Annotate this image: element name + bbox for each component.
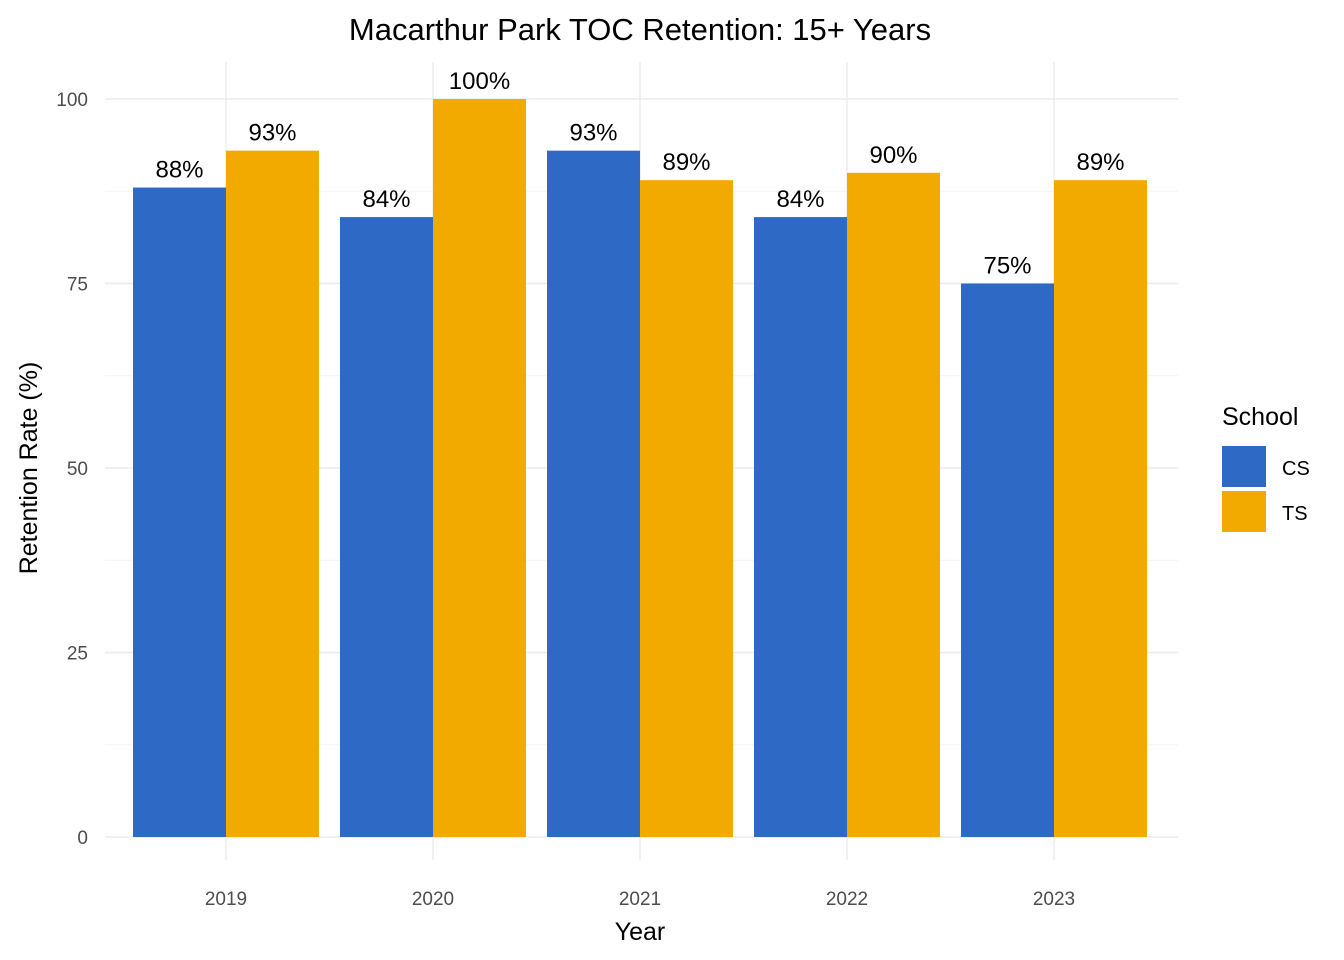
bar-ts-2019 [226,150,319,837]
x-tick-label: 2023 [1033,889,1075,910]
legend-label-ts: TS [1282,503,1308,525]
legend: School CS TS [1222,403,1310,532]
y-tick-label: 25 [67,644,88,665]
data-label-cs-2023: 75% [983,253,1031,280]
y-axis-title: Retention Rate (%) [15,362,43,575]
bar-cs-2023 [961,283,1054,837]
legend-swatch-cs [1222,446,1266,487]
data-label-ts-2023: 89% [1076,149,1124,176]
data-label-ts-2022: 90% [869,142,917,169]
bar-ts-2021 [640,180,733,837]
data-label-cs-2021: 93% [569,120,617,147]
y-tick-label: 100 [56,90,88,111]
bar-ts-2020 [433,99,526,837]
y-tick-label: 75 [67,275,88,296]
data-label-ts-2020: 100% [449,68,510,95]
bar-ts-2022 [847,172,940,838]
x-tick-label: 2019 [205,889,247,910]
data-label-cs-2019: 88% [155,157,203,184]
x-tick-label: 2021 [619,889,661,910]
data-label-ts-2019: 93% [248,120,296,147]
x-tick-label: 2022 [826,889,868,910]
y-tick-label: 0 [77,828,88,849]
bars [133,99,1147,838]
bar-ts-2023 [1054,180,1147,837]
legend-label-cs: CS [1282,458,1310,480]
bar-cs-2020 [340,217,433,837]
data-label-ts-2021: 89% [662,149,710,176]
bar-cs-2019 [133,187,226,837]
legend-swatch-ts [1222,491,1266,532]
bar-cs-2022 [754,217,847,837]
bar-cs-2021 [547,150,640,837]
data-label-cs-2022: 84% [776,186,824,213]
chart-title: Macarthur Park TOC Retention: 15+ Years [349,12,931,47]
x-axis-title: Year [615,918,666,946]
axes: 0 25 50 75 100 2019 2020 2021 2022 2023 [56,90,1075,910]
y-tick-label: 50 [67,459,88,480]
data-labels: 88% 84% 93% 84% 75% 93% 100% 89% 90% 89% [155,68,1124,280]
data-label-cs-2020: 84% [362,186,410,213]
x-tick-label: 2020 [412,889,454,910]
legend-title: School [1222,403,1298,431]
